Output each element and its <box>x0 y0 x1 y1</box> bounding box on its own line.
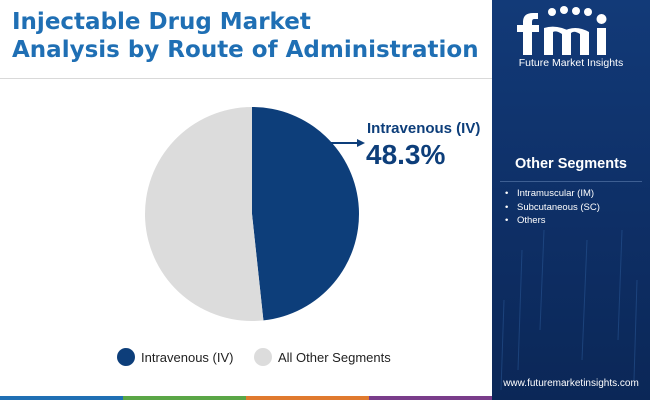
callout-label: Intravenous (IV) <box>367 120 481 137</box>
decorative-streaks <box>500 229 638 391</box>
bar-segment-blue <box>0 396 123 400</box>
bottom-color-bar <box>0 396 492 400</box>
segment-item: Intramuscular (IM) <box>504 187 600 201</box>
legend-label-iv: Intravenous (IV) <box>141 349 234 365</box>
sidebar-panel: Future Market Insights Other Segments In… <box>492 0 650 400</box>
other-segments-divider <box>500 181 642 182</box>
title-divider <box>0 78 492 79</box>
title-line-2: Analysis by Route of Administration <box>12 37 479 63</box>
legend-item-other: All Other Segments <box>254 347 391 367</box>
bar-segment-orange <box>246 396 369 400</box>
fmi-logo: Future Market Insights <box>492 0 650 78</box>
other-segments-heading: Other Segments <box>515 156 627 172</box>
pie-chart <box>145 107 365 321</box>
website-url: www.futuremarketinsights.com <box>503 378 639 389</box>
callout-arrow <box>330 139 365 147</box>
segment-item: Others <box>504 214 600 228</box>
callout-value: 48.3% <box>366 139 446 170</box>
segment-item: Subcutaneous (SC) <box>504 201 600 215</box>
pie-slice-intravenous <box>252 107 360 321</box>
legend-swatch-iv <box>117 348 135 366</box>
legend-swatch-other <box>254 348 272 366</box>
brand-subtitle: Future Market Insights <box>518 57 624 69</box>
other-segments-list: Intramuscular (IM) Subcutaneous (SC) Oth… <box>504 187 600 228</box>
legend-label-other: All Other Segments <box>278 349 391 365</box>
bar-segment-green <box>123 396 246 400</box>
fmi-logo-mark <box>517 6 607 55</box>
bar-segment-purple <box>369 396 492 400</box>
chart-title: Injectable Drug Market Analysis by Route… <box>12 8 482 64</box>
legend-item-iv: Intravenous (IV) <box>117 347 234 367</box>
title-line-1: Injectable Drug Market <box>12 9 311 35</box>
pie-slice-all-other-segments <box>145 107 264 321</box>
